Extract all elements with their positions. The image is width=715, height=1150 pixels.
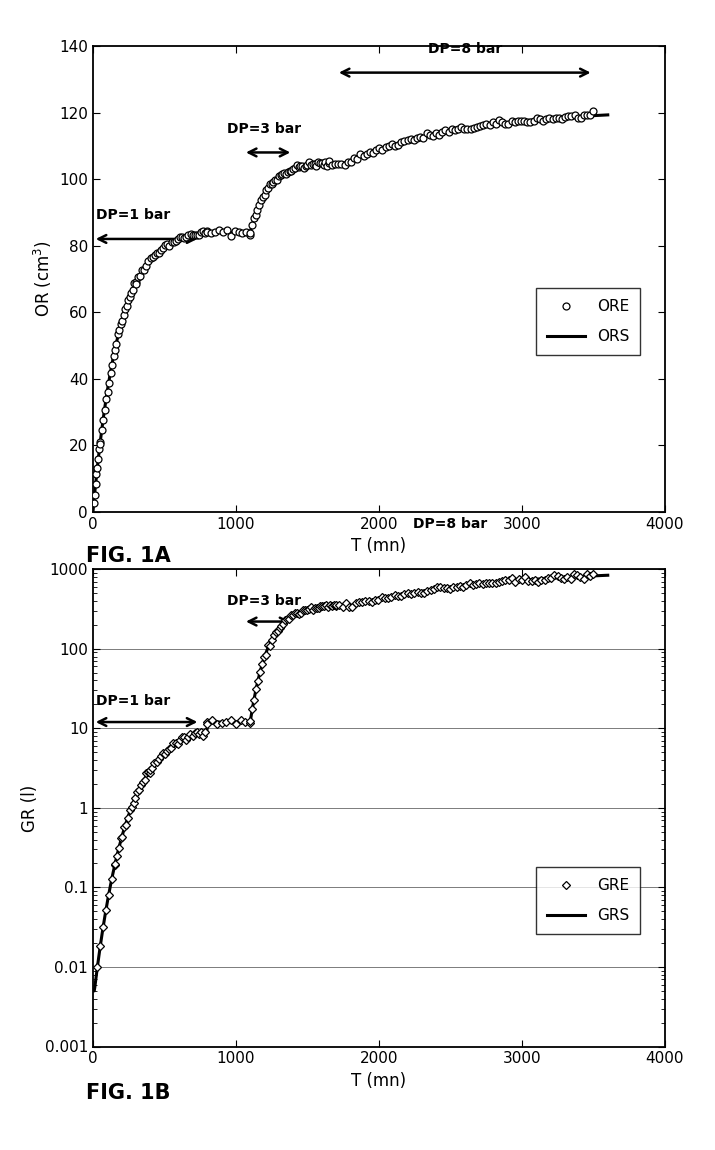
Text: DP=3 bar: DP=3 bar [227, 593, 302, 607]
Legend: GRE, GRS: GRE, GRS [536, 867, 640, 934]
Text: FIG. 1A: FIG. 1A [87, 546, 171, 566]
X-axis label: T (mn): T (mn) [351, 537, 407, 555]
Legend: ORE, ORS: ORE, ORS [536, 289, 640, 355]
Text: DP=8 bar: DP=8 bar [428, 43, 502, 56]
Text: DP=3 bar: DP=3 bar [227, 122, 302, 136]
Text: DP=8 bar: DP=8 bar [413, 518, 488, 531]
Text: DP=1 bar: DP=1 bar [96, 208, 170, 222]
Y-axis label: OR (cm$^3$): OR (cm$^3$) [31, 240, 54, 317]
Text: DP=1 bar: DP=1 bar [96, 695, 170, 708]
X-axis label: T (mn): T (mn) [351, 1072, 407, 1090]
Text: FIG. 1B: FIG. 1B [87, 1083, 171, 1103]
Y-axis label: GR (l): GR (l) [21, 784, 39, 831]
